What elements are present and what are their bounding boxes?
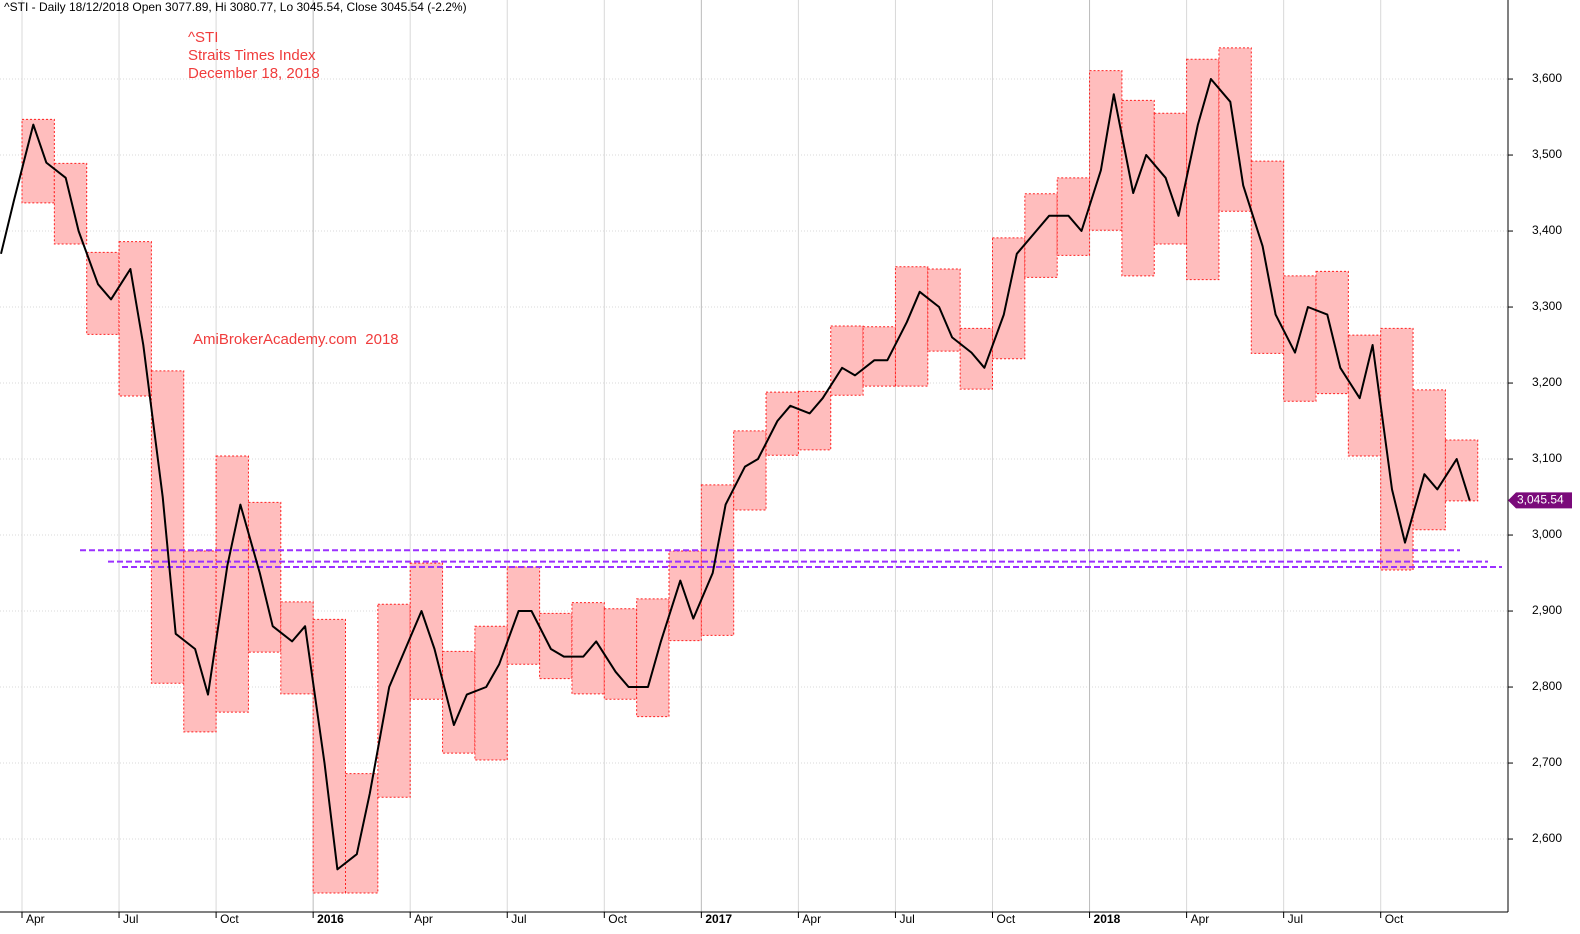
- range-box: [765, 391, 799, 456]
- range-box: [830, 325, 864, 396]
- y-tick-label: 2,600: [1532, 831, 1562, 845]
- annotation: Straits Times Index: [188, 47, 316, 64]
- range-box: [862, 326, 896, 387]
- range-box: [894, 266, 929, 387]
- annotation: AmiBrokerAcademy.com 2018: [193, 331, 399, 348]
- y-tick-label: 3,200: [1532, 375, 1562, 389]
- range-box: [733, 430, 767, 511]
- range-box: [1412, 389, 1446, 531]
- range-box: [1153, 112, 1188, 245]
- x-tick-label: 2017: [705, 912, 732, 926]
- y-tick-label: 3,000: [1532, 527, 1562, 541]
- x-tick-label: Apr: [802, 912, 821, 926]
- last-price-label: 3,045.54: [1517, 493, 1564, 507]
- range-box: [377, 603, 411, 798]
- y-tick-label: 2,700: [1532, 755, 1562, 769]
- range-box: [700, 484, 735, 636]
- axes: 2,600 2,700 2,800 2,900 3,000 3,100 3,200 3,300…: [21, 71, 1562, 926]
- x-tick-label: Jul: [899, 912, 914, 926]
- range-box: [1218, 47, 1252, 212]
- y-tick-label: 3,500: [1532, 147, 1562, 161]
- range-box: [539, 612, 573, 680]
- x-tick-label: Oct: [220, 912, 239, 926]
- range-box: [927, 268, 961, 352]
- levels: [80, 549, 1502, 568]
- annotation: ^STI: [188, 29, 218, 46]
- range-box: [312, 618, 346, 894]
- range-box: [474, 625, 508, 761]
- range-box: [1347, 334, 1382, 457]
- y-tick-label: 2,900: [1532, 603, 1562, 617]
- x-tick-label: 2018: [1094, 912, 1121, 926]
- range-box: [1250, 160, 1285, 354]
- range-box: [797, 390, 832, 451]
- y-tick-label: 2,800: [1532, 679, 1562, 693]
- x-tick-label: Apr: [414, 912, 433, 926]
- range-box: [1121, 99, 1155, 277]
- x-tick-label: Jul: [123, 912, 138, 926]
- y-tick-label: 3,300: [1532, 299, 1562, 313]
- x-tick-label: Jul: [511, 912, 526, 926]
- range-box: [215, 455, 249, 713]
- header: ^STI - Daily 18/12/2018 Open 3077.89, Hi…: [4, 0, 467, 14]
- range-box: [183, 550, 217, 733]
- x-tick-label: Oct: [997, 912, 1016, 926]
- range-box: [409, 562, 444, 700]
- y-tick-label: 3,100: [1532, 451, 1562, 465]
- range-box: [992, 237, 1026, 360]
- y-tick-label: 3,400: [1532, 223, 1562, 237]
- x-tick-label: Apr: [26, 912, 45, 926]
- x-tick-label: Jul: [1288, 912, 1303, 926]
- range-box: [1444, 439, 1479, 502]
- y-tick-label: 3,600: [1532, 71, 1562, 85]
- last-price-marker: [1508, 492, 1572, 509]
- price-line-group: [0, 78, 1471, 871]
- range-box: [21, 118, 55, 204]
- range-box: [150, 370, 185, 684]
- range-box: [53, 162, 88, 245]
- range-box: [1186, 58, 1220, 281]
- range-box: [1089, 70, 1123, 231]
- annotation: December 18, 2018: [188, 65, 320, 82]
- ranges: [21, 47, 1479, 894]
- range-box: [1024, 193, 1058, 278]
- price-line: [0, 78, 1471, 871]
- range-box: [603, 608, 638, 700]
- x-tick-label: Oct: [1385, 912, 1404, 926]
- range-box: [636, 598, 670, 718]
- x-tick-label: Oct: [608, 912, 627, 926]
- x-tick-label: Apr: [1191, 912, 1210, 926]
- x-tick-label: 2016: [317, 912, 344, 926]
